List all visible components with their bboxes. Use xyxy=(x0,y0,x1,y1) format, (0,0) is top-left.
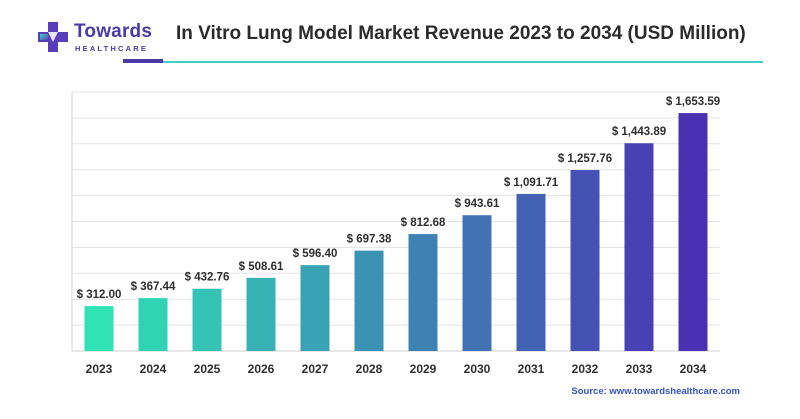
bar-2032 xyxy=(570,170,600,351)
x-tick-label: 2024 xyxy=(140,362,167,376)
bar-2027 xyxy=(300,265,330,351)
x-tick-label: 2033 xyxy=(626,362,653,376)
x-tick-label: 2029 xyxy=(410,362,437,376)
bar-2023 xyxy=(84,306,114,351)
title-divider xyxy=(123,61,763,63)
bar-2029 xyxy=(408,234,438,351)
data-label: $ 1,091.71 xyxy=(504,177,559,189)
x-tick-label: 2031 xyxy=(518,362,545,376)
data-label: $ 312.00 xyxy=(77,289,122,301)
data-label: $ 432.76 xyxy=(185,272,230,284)
data-label: $ 1,443.89 xyxy=(612,126,666,138)
bar-2031 xyxy=(516,193,546,351)
bar-2033 xyxy=(624,143,654,351)
data-label: $ 697.38 xyxy=(347,234,392,246)
chart-title: In Vitro Lung Model Market Revenue 2023 … xyxy=(176,23,746,44)
x-tick-label: 2034 xyxy=(680,362,707,376)
x-tick-label: 2027 xyxy=(302,362,329,376)
data-label: $ 1,257.76 xyxy=(558,153,612,165)
towards-healthcare-logo: Towards HEALTHCARE xyxy=(36,20,196,60)
x-tick-label: 2023 xyxy=(86,362,113,376)
x-tick-label: 2032 xyxy=(572,362,599,376)
source-text: Source: www.towardshealthcare.com xyxy=(571,386,740,397)
header: Towards HEALTHCARE In Vitro Lung Model M… xyxy=(0,0,800,70)
data-label: $ 943.61 xyxy=(455,198,500,210)
data-label: $ 596.40 xyxy=(293,248,338,260)
x-tick-label: 2028 xyxy=(356,362,383,376)
bar-2025 xyxy=(192,288,222,351)
bar-2024 xyxy=(138,298,168,351)
bar-2030 xyxy=(462,215,492,351)
x-tick-label: 2026 xyxy=(248,362,275,376)
bar-2026 xyxy=(246,277,276,351)
data-label: $ 367.44 xyxy=(131,281,176,293)
logo-name: Towards xyxy=(74,21,153,42)
x-tick-label: 2025 xyxy=(194,362,221,376)
bar-2028 xyxy=(354,250,384,351)
x-tick-label: 2030 xyxy=(464,362,491,376)
medical-cross-logo-icon xyxy=(38,22,68,52)
logo-subtitle: HEALTHCARE xyxy=(75,44,149,53)
bar-2034 xyxy=(678,113,708,351)
data-label: $ 812.68 xyxy=(401,217,446,229)
data-label: $ 1,653.59 xyxy=(666,96,720,108)
data-label: $ 508.61 xyxy=(239,261,284,273)
title-divider-accent xyxy=(123,59,163,63)
